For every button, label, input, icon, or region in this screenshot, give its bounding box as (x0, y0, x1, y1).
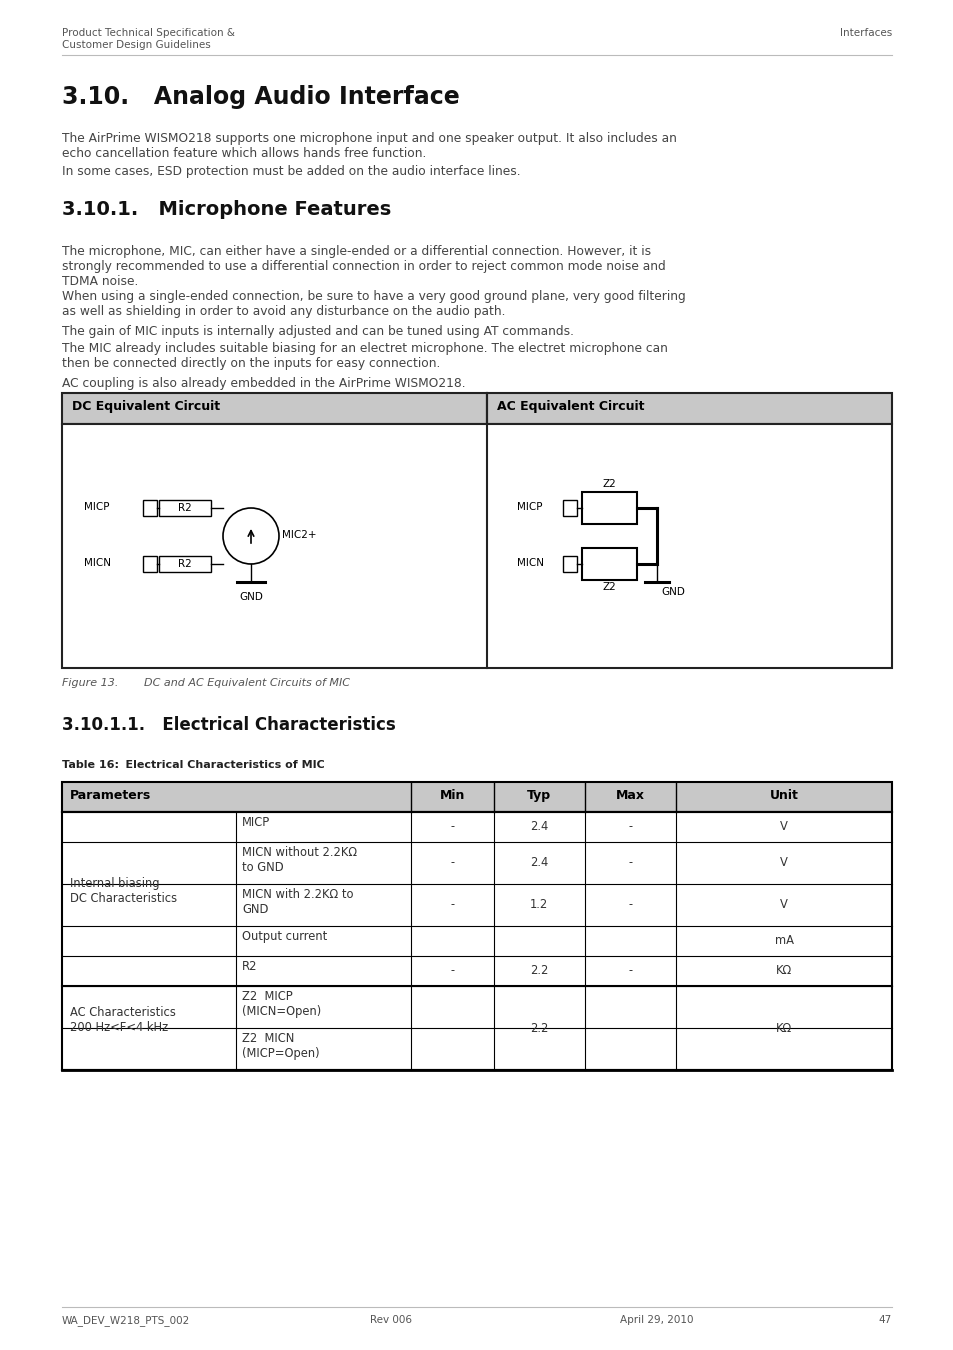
Text: Z2  MICN
(MICP=Open): Z2 MICN (MICP=Open) (242, 1031, 319, 1060)
Text: MICN without 2.2KΩ
to GND: MICN without 2.2KΩ to GND (242, 846, 357, 873)
Bar (62, 393, 486, 424)
Text: April 29, 2010: April 29, 2010 (619, 1315, 693, 1324)
Bar (62, 782, 891, 811)
Bar (143, 556, 157, 572)
Text: The MIC already includes suitable biasing for an electret microphone. The electr: The MIC already includes suitable biasin… (62, 342, 667, 370)
Text: WA_DEV_W218_PTS_002: WA_DEV_W218_PTS_002 (62, 1315, 190, 1326)
Text: R2: R2 (178, 504, 192, 513)
Text: Min: Min (439, 788, 464, 802)
Text: -: - (450, 964, 454, 977)
Text: Figure 13.: Figure 13. (62, 678, 118, 688)
Text: AC Characteristics
200 Hz<F<4 kHz: AC Characteristics 200 Hz<F<4 kHz (70, 1006, 175, 1034)
Text: In some cases, ESD protection must be added on the audio interface lines.: In some cases, ESD protection must be ad… (62, 165, 520, 178)
Text: -: - (628, 899, 632, 911)
Bar (143, 500, 157, 516)
Bar (62, 424, 891, 668)
Text: 3.10.   Analog Audio Interface: 3.10. Analog Audio Interface (62, 85, 459, 109)
Text: MICN: MICN (517, 558, 543, 568)
Text: R2: R2 (178, 559, 192, 568)
Bar (581, 548, 637, 580)
Text: Internal biasing
DC Characteristics: Internal biasing DC Characteristics (70, 878, 177, 904)
Text: The gain of MIC inputs is internally adjusted and can be tuned using AT commands: The gain of MIC inputs is internally adj… (62, 325, 574, 338)
Text: Z2  MICP
(MICN=Open): Z2 MICP (MICN=Open) (242, 990, 321, 1018)
Text: -: - (628, 821, 632, 833)
Text: 2.4: 2.4 (530, 856, 548, 869)
Text: The AirPrime WISMO218 supports one microphone input and one speaker output. It a: The AirPrime WISMO218 supports one micro… (62, 132, 677, 161)
Text: -: - (450, 856, 454, 869)
Text: -: - (450, 821, 454, 833)
Text: Output current: Output current (242, 930, 327, 944)
Text: Table 16:: Table 16: (62, 760, 119, 770)
Text: DC Equivalent Circuit: DC Equivalent Circuit (71, 400, 220, 413)
Text: Max: Max (616, 788, 644, 802)
Text: R2: R2 (242, 960, 257, 973)
Text: MICN with 2.2KΩ to
GND: MICN with 2.2KΩ to GND (242, 888, 354, 917)
Text: MIC2+: MIC2+ (282, 531, 316, 540)
Text: -: - (628, 964, 632, 977)
Text: Electrical Characteristics of MIC: Electrical Characteristics of MIC (110, 760, 324, 770)
Text: Z2: Z2 (602, 582, 616, 593)
Text: GND: GND (239, 593, 263, 602)
Text: Z2: Z2 (602, 479, 616, 489)
Bar (159, 500, 211, 516)
Text: mA: mA (774, 934, 793, 948)
Text: MICP: MICP (84, 502, 110, 512)
Text: V: V (780, 821, 787, 833)
Text: 47: 47 (878, 1315, 891, 1324)
Text: Rev 006: Rev 006 (370, 1315, 412, 1324)
Bar (581, 491, 637, 524)
Bar (562, 500, 577, 516)
Text: Interfaces: Interfaces (839, 28, 891, 38)
Bar (562, 556, 577, 572)
Text: 2.2: 2.2 (530, 964, 548, 977)
Text: V: V (780, 899, 787, 911)
Text: DC and AC Equivalent Circuits of MIC: DC and AC Equivalent Circuits of MIC (130, 678, 350, 688)
Text: KΩ: KΩ (775, 1022, 791, 1034)
Text: 2.2: 2.2 (530, 1022, 548, 1034)
Bar (486, 393, 891, 424)
Text: 1.2: 1.2 (530, 899, 548, 911)
Text: AC coupling is also already embedded in the AirPrime WISMO218.: AC coupling is also already embedded in … (62, 377, 465, 390)
Bar (62, 811, 891, 1071)
Bar (159, 556, 211, 572)
Text: 3.10.1.1.   Electrical Characteristics: 3.10.1.1. Electrical Characteristics (62, 716, 395, 734)
Text: 3.10.1.   Microphone Features: 3.10.1. Microphone Features (62, 200, 391, 219)
Text: AC Equivalent Circuit: AC Equivalent Circuit (497, 400, 644, 413)
Text: 2.4: 2.4 (530, 821, 548, 833)
Text: When using a single-ended connection, be sure to have a very good ground plane, : When using a single-ended connection, be… (62, 290, 685, 319)
Text: MICN: MICN (84, 558, 111, 568)
Text: Typ: Typ (527, 788, 551, 802)
Text: Parameters: Parameters (70, 788, 152, 802)
Text: GND: GND (660, 587, 684, 597)
Text: Product Technical Specification &
Customer Design Guidelines: Product Technical Specification & Custom… (62, 28, 234, 50)
Text: -: - (628, 856, 632, 869)
Text: -: - (450, 899, 454, 911)
Text: V: V (780, 856, 787, 869)
Text: KΩ: KΩ (775, 964, 791, 977)
Text: The microphone, MIC, can either have a single-ended or a differential connection: The microphone, MIC, can either have a s… (62, 244, 665, 288)
Text: MICP: MICP (242, 815, 271, 829)
Text: MICP: MICP (517, 502, 542, 512)
Text: Unit: Unit (769, 788, 798, 802)
